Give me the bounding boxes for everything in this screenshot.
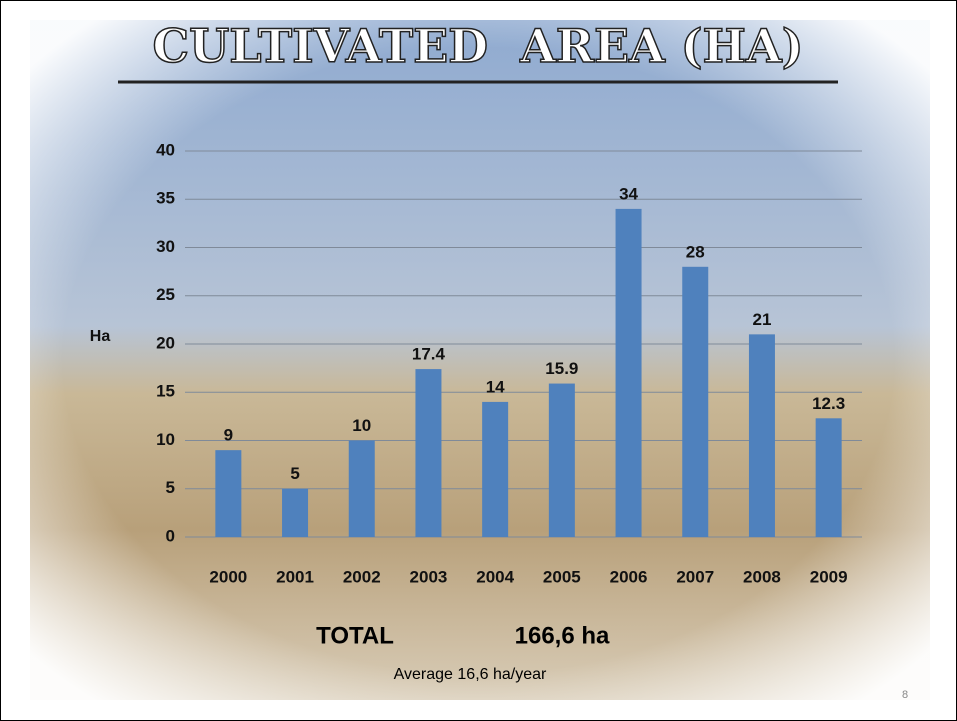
bar bbox=[616, 209, 642, 537]
x-tick-label: 2007 bbox=[676, 567, 714, 586]
x-tick-label: 2001 bbox=[276, 567, 314, 586]
x-tick-label: 2004 bbox=[476, 567, 514, 586]
data-label: 5 bbox=[290, 464, 299, 483]
page-number: 8 bbox=[902, 689, 908, 701]
slide: CULTIVATED AREA (HA) Ha TOTAL 166,6 ha A… bbox=[0, 0, 957, 721]
y-tick-label: 30 bbox=[156, 237, 175, 256]
data-label: 12.3 bbox=[812, 394, 845, 413]
bar bbox=[482, 402, 508, 537]
data-label: 14 bbox=[486, 377, 505, 396]
x-tick-label: 2008 bbox=[743, 567, 781, 586]
data-label: 28 bbox=[686, 242, 705, 261]
vignette bbox=[0, 0, 957, 721]
bar bbox=[215, 450, 241, 537]
y-tick-label: 5 bbox=[166, 478, 175, 497]
x-tick-label: 2006 bbox=[610, 567, 648, 586]
chart-title: CULTIVATED AREA (HA) bbox=[153, 19, 804, 73]
x-tick-label: 2003 bbox=[410, 567, 448, 586]
y-tick-label: 15 bbox=[156, 382, 175, 401]
y-axis-label: Ha bbox=[90, 328, 111, 345]
x-tick-label: 2009 bbox=[810, 567, 848, 586]
x-tick-label: 2002 bbox=[343, 567, 381, 586]
x-tick-label: 2000 bbox=[209, 567, 247, 586]
bar bbox=[749, 334, 775, 537]
data-label: 15.9 bbox=[545, 359, 578, 378]
bar bbox=[415, 369, 441, 537]
y-tick-label: 25 bbox=[156, 285, 175, 304]
y-tick-label: 35 bbox=[156, 189, 175, 208]
y-tick-label: 20 bbox=[156, 333, 175, 352]
bar bbox=[549, 384, 575, 537]
bar bbox=[349, 441, 375, 538]
y-tick-label: 40 bbox=[156, 140, 175, 159]
data-label: 34 bbox=[619, 184, 638, 203]
data-label: 17.4 bbox=[412, 345, 446, 364]
data-label: 9 bbox=[224, 426, 233, 445]
bar bbox=[282, 489, 308, 537]
x-tick-label: 2005 bbox=[543, 567, 581, 586]
data-label: 21 bbox=[752, 310, 771, 329]
y-tick-label: 0 bbox=[166, 526, 175, 545]
total-label: TOTAL bbox=[316, 622, 394, 649]
bar bbox=[816, 418, 842, 537]
average-note: Average 16,6 ha/year bbox=[394, 666, 547, 683]
bar bbox=[682, 267, 708, 537]
y-tick-label: 10 bbox=[156, 430, 175, 449]
total-value: 166,6 ha bbox=[515, 622, 610, 649]
data-label: 10 bbox=[352, 416, 371, 435]
